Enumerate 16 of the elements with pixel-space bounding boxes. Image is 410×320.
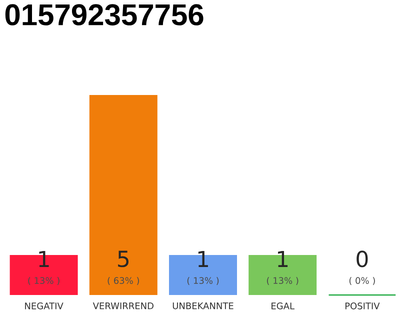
data-label: 1: [39, 250, 49, 268]
x-tick-label: UNBEKANNTE: [172, 302, 234, 310]
data-label: 1: [198, 250, 208, 268]
data-label: 0: [356, 250, 368, 268]
annotation: ( 13% ): [266, 276, 298, 285]
data-label: 1: [278, 250, 288, 268]
data-label: 5: [118, 250, 128, 268]
annotation: ( 0% ): [349, 276, 375, 285]
x-tick-label: EGAL: [272, 302, 294, 310]
chart-title: 015792357756: [5, 4, 204, 26]
x-tick-label: VERWIRREND: [92, 302, 154, 310]
annotation: ( 13% ): [187, 276, 219, 285]
x-tick-label: POSITIV: [345, 302, 380, 310]
x-tick-label: NEGATIV: [25, 302, 64, 310]
annotation: ( 13% ): [28, 276, 60, 285]
annotation: ( 63% ): [108, 276, 139, 285]
